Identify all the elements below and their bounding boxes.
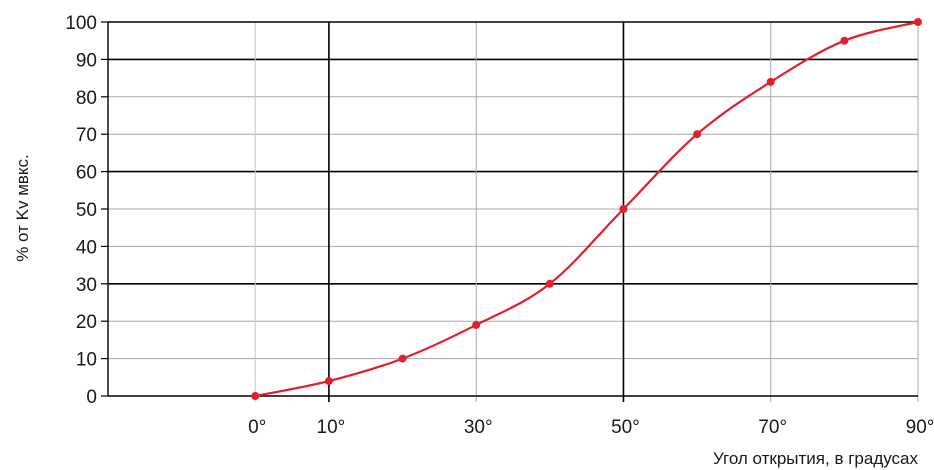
y-tick-label: 50 [76, 200, 97, 221]
x-tick-label: 50° [611, 417, 640, 438]
x-tick-labels: 0° 10° 30° 50° 70° 90° [248, 417, 934, 438]
x-tick-label: 30° [464, 417, 493, 438]
data-point [472, 320, 481, 329]
x-axis-label: Угол открытия, в градусах [713, 449, 919, 468]
x-tick-label: 0° [248, 417, 266, 438]
y-tick-label: 0 [86, 387, 97, 408]
data-point [619, 205, 628, 213]
x-tick-label: 90° [906, 417, 934, 438]
data-point [766, 77, 775, 86]
data-point [914, 18, 922, 26]
y-tick-label: 90 [76, 50, 97, 71]
data-point [693, 130, 702, 139]
data-point [398, 354, 407, 363]
y-tick-label: 20 [76, 312, 97, 333]
data-point [324, 377, 333, 386]
axes [101, 21, 919, 397]
series [251, 18, 922, 400]
y-tick-label: 80 [76, 88, 97, 109]
y-tick-label: 60 [76, 163, 97, 184]
x-tick-label: 70° [758, 417, 787, 438]
y-tick-label: 70 [76, 125, 97, 146]
series-line [254, 20, 920, 398]
y-tick-label: 10 [76, 350, 97, 371]
x-tick-label: 10° [317, 417, 346, 438]
data-point [545, 279, 554, 288]
grid [108, 21, 919, 402]
y-tick-label: 40 [76, 237, 97, 258]
data-point [840, 36, 849, 45]
y-tick-labels: 0 10 20 30 40 50 60 70 80 90 100 [65, 13, 97, 408]
data-point [251, 392, 260, 400]
y-axis-label: % от Kv мвкс. [13, 154, 32, 262]
y-tick-label: 100 [65, 13, 97, 34]
y-tick-label: 30 [76, 275, 97, 296]
